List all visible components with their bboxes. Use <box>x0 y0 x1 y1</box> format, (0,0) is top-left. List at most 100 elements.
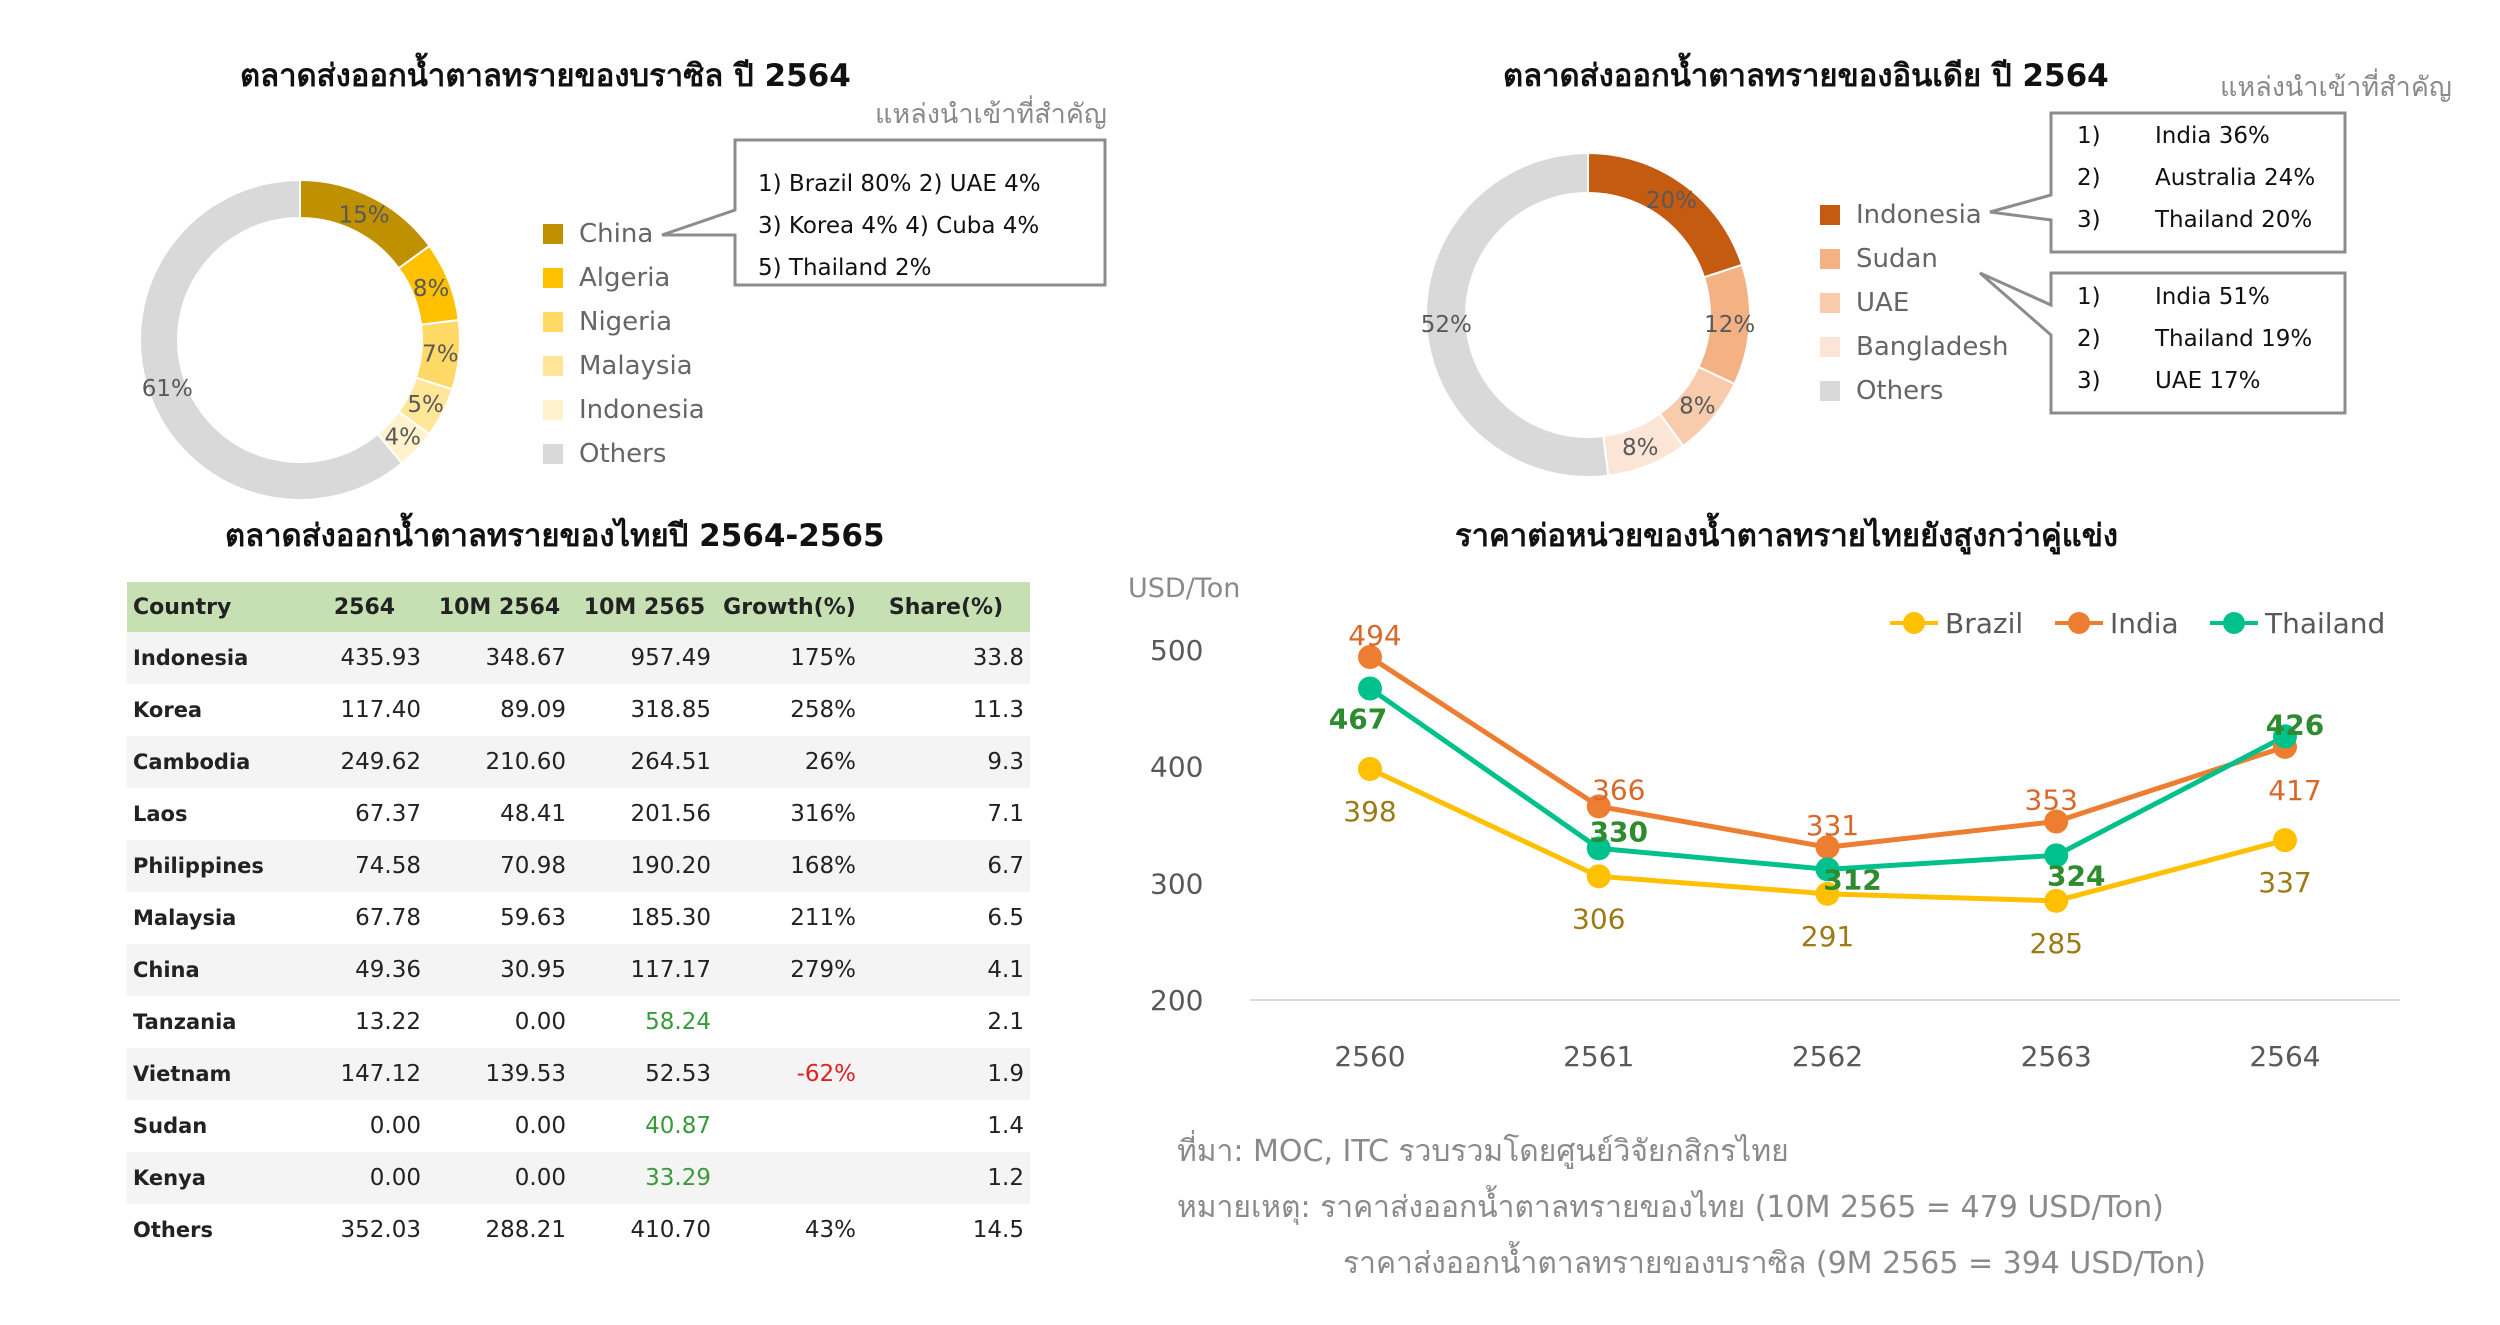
data-label-thailand: 330 <box>1590 815 1648 848</box>
data-label-brazil: 398 <box>1343 795 1396 828</box>
table-row: Vietnam 147.12 139.53 52.53 -62% 1.9 <box>127 1048 1030 1100</box>
india-callout-boxes <box>1979 111 2347 415</box>
india-chart-title: ตลาดส่งออกน้ำตาลทรายของอินเดีย ปี 2564 <box>1503 58 2109 94</box>
brazil-slice-label: 4% <box>385 425 422 451</box>
table-row: China 49.36 30.95 117.17 279% 4.1 <box>127 944 1030 996</box>
table-row: Indonesia 435.93 348.67 957.49 175% 33.8 <box>127 632 1030 684</box>
callout-value: Australia 24% <box>2155 165 2316 191</box>
brazil-legend-item: Algeria <box>543 256 705 300</box>
brazil-chart-title: ตลาดส่งออกน้ำตาลทรายของบราซิล ปี 2564 <box>240 58 851 94</box>
table-value-cell: 48.41 <box>427 788 572 840</box>
table-value-cell: 410.70 <box>572 1204 717 1256</box>
data-label-brazil: 285 <box>2030 927 2083 960</box>
legend-swatch <box>543 268 563 288</box>
table-value-cell: 30.95 <box>427 944 572 996</box>
india-slice-label: 52% <box>1421 312 1472 338</box>
brazil-callout-line: 3) Korea 4% 4) Cuba 4% <box>758 213 1040 239</box>
table-value-cell: 0.00 <box>302 1100 427 1152</box>
data-label-india: 366 <box>1592 773 1645 806</box>
table-value-cell: 70.98 <box>427 840 572 892</box>
table-header-cell: Growth(%) <box>717 582 862 632</box>
table-value-cell: 348.67 <box>427 632 572 684</box>
legend-swatch <box>1820 337 1840 357</box>
data-point-india <box>2044 809 2069 834</box>
india-legend-item: Sudan <box>1820 237 2008 281</box>
table-value-cell: 67.78 <box>302 892 427 944</box>
table-value-cell: 185.30 <box>572 892 717 944</box>
brazil-donut-chart: 15% 8% 7% 5% 4% 61% <box>139 178 461 501</box>
y-tick-label: 200 <box>1150 984 1203 1017</box>
legend-label: Indonesia <box>579 395 705 425</box>
data-point-brazil <box>1358 757 1382 781</box>
x-tick-label: 2561 <box>1563 1040 1634 1073</box>
table-value-cell: 1.2 <box>862 1152 1030 1204</box>
legend-swatch <box>543 356 563 376</box>
callout-value: Thailand 20% <box>2155 207 2313 233</box>
table-value-cell: 249.62 <box>302 736 427 788</box>
legend-label: Others <box>579 439 667 469</box>
table-country-cell: Vietnam <box>127 1048 302 1100</box>
table-country-cell: Indonesia <box>127 632 302 684</box>
brazil-legend-item: Indonesia <box>543 388 705 432</box>
legend-label: Sudan <box>1856 244 1938 274</box>
table-value-cell: 89.09 <box>427 684 572 736</box>
table-value-cell: 211% <box>717 892 862 944</box>
legend-label: Malaysia <box>579 351 693 381</box>
india-legend-item: Indonesia <box>1820 193 2008 237</box>
x-tick-label: 2562 <box>1792 1040 1863 1073</box>
india-callout-line: 3) Thailand 20% <box>2077 207 2315 249</box>
table-row: Philippines 74.58 70.98 190.20 168% 6.7 <box>127 840 1030 892</box>
legend-label: Brazil <box>1945 607 2023 640</box>
india-callout-line: 2) Thailand 19% <box>2077 326 2312 368</box>
table-value-cell: 957.49 <box>572 632 717 684</box>
india-legend-item: Others <box>1820 369 2008 413</box>
table-row: Tanzania 13.22 0.00 58.24 2.1 <box>127 996 1030 1048</box>
table-title: ตลาดส่งออกน้ำตาลทรายของไทยปี 2564-2565 <box>225 518 885 554</box>
table-value-cell: 74.58 <box>302 840 427 892</box>
table-country-cell: Kenya <box>127 1152 302 1204</box>
legend-label: UAE <box>1856 288 1910 318</box>
data-label-thailand: 426 <box>2266 708 2324 741</box>
legend-label: India <box>2110 607 2179 640</box>
table-value-cell: 190.20 <box>572 840 717 892</box>
brazil-callout-text: 1) Brazil 80% 2) UAE 4% 3) Korea 4% 4) C… <box>758 163 1041 289</box>
legend-label: Nigeria <box>579 307 673 337</box>
callout-value: India 51% <box>2155 284 2270 310</box>
table-value-cell: 40.87 <box>572 1100 717 1152</box>
india-legend-item: Bangladesh <box>1820 325 2008 369</box>
table-country-cell: Philippines <box>127 840 302 892</box>
legend-label: Thailand <box>2264 607 2385 640</box>
table-value-cell: 316% <box>717 788 862 840</box>
table-value-cell: 168% <box>717 840 862 892</box>
data-point-brazil <box>2044 888 2069 913</box>
brazil-slice-label: 7% <box>422 341 459 367</box>
table-value-cell: 14.5 <box>862 1204 1030 1256</box>
table-header-cell: Share(%) <box>862 582 1030 632</box>
table-value-cell: 33.29 <box>572 1152 717 1204</box>
table-value-cell: 43% <box>717 1204 862 1256</box>
legend-swatch <box>543 312 563 332</box>
callout-rank: 1) <box>2077 284 2101 310</box>
table-value-cell: 67.37 <box>302 788 427 840</box>
india-callout-line: 2) Australia 24% <box>2077 165 2315 207</box>
legend-swatch <box>1820 205 1840 225</box>
table-row: Others 352.03 288.21 410.70 43% 14.5 <box>127 1204 1030 1256</box>
table-value-cell: 9.3 <box>862 736 1030 788</box>
table-header-row: Country 2564 10M 2564 10M 2565 Growth(%) Shar… <box>127 582 1030 632</box>
data-label-brazil: 306 <box>1572 902 1625 935</box>
india-callout-line: 1) India 36% <box>2077 123 2315 165</box>
legend-marker <box>2068 612 2090 634</box>
callout-rank: 2) <box>2077 165 2101 191</box>
data-point-thailand <box>2044 843 2069 868</box>
y-tick-label: 500 <box>1150 634 1203 667</box>
table-country-cell: Cambodia <box>127 736 302 788</box>
table-country-cell: Sudan <box>127 1100 302 1152</box>
remark-footnote: หมายเหตุ: ราคาส่งออกน้ำตาลทรายของไทย (10… <box>1177 1190 2164 1225</box>
table-value-cell: 1.9 <box>862 1048 1030 1100</box>
legend-swatch <box>1820 249 1840 269</box>
x-tick-label: 2563 <box>2021 1040 2092 1073</box>
table-value-cell: 1.4 <box>862 1100 1030 1152</box>
table-value-cell: 117.17 <box>572 944 717 996</box>
table-value-cell: 0.00 <box>427 996 572 1048</box>
data-point-india <box>1815 835 1840 860</box>
